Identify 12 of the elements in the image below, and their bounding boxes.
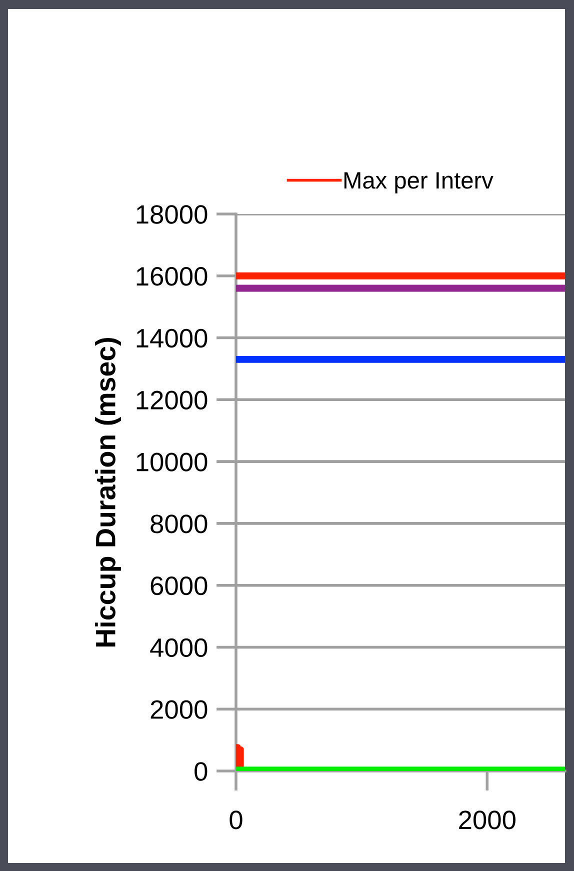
y-axis-title: Hiccup Duration (msec) — [95, 338, 121, 647]
y-tick-label: 6000 — [150, 576, 208, 596]
legend-label: Max per Interv — [344, 172, 494, 194]
y-tick-label: 18000 — [136, 205, 208, 224]
y-tick-label: 2000 — [150, 700, 208, 719]
y-tick-label: 16000 — [136, 267, 208, 286]
y-tick-label: 12000 — [136, 390, 208, 410]
y-tick-label: 8000 — [150, 514, 208, 534]
y-tick-label: 10000 — [136, 452, 208, 472]
y-tick-label: 14000 — [136, 328, 208, 348]
y-tick-label: 4000 — [150, 638, 208, 658]
y-tick-label: 0 — [194, 762, 208, 781]
